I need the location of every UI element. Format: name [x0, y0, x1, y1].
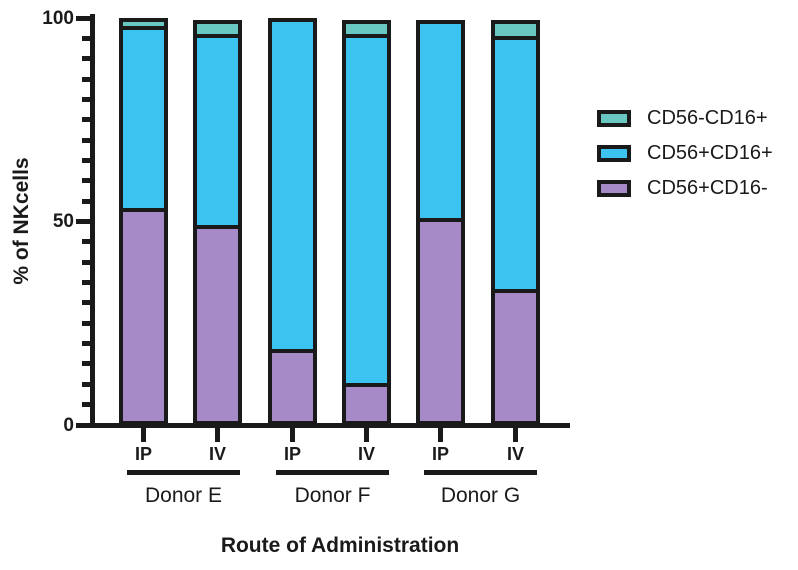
segment-cd56poscd16pos — [272, 22, 313, 354]
x-axis-title: Route of Administration — [220, 534, 460, 557]
category-label-donor-g-ip: IP — [431, 444, 449, 464]
group-underline-donor-g — [424, 470, 537, 475]
bar-donor-e-iv — [193, 20, 242, 425]
legend-label: CD56-CD16+ — [647, 107, 768, 129]
x-tick-5 — [513, 428, 518, 442]
category-label-donor-f-iv: IV — [357, 444, 375, 464]
group-underline-donor-e — [127, 470, 240, 475]
legend-label: CD56+CD16- — [647, 177, 768, 199]
legend-item-cd56poscd16pos: CD56+CD16+ — [597, 136, 773, 171]
y-major-tick-0 — [76, 422, 90, 428]
y-axis-line — [90, 14, 95, 428]
y-minor-tick-70 — [82, 137, 90, 143]
y-minor-tick-35 — [82, 280, 90, 286]
bar-donor-f-ip — [268, 18, 317, 425]
segment-cd56poscd16neg — [272, 353, 313, 421]
y-tick-label-0: 0 — [63, 414, 74, 436]
y-major-tick-100 — [76, 15, 90, 21]
y-minor-tick-65 — [82, 157, 90, 163]
y-minor-tick-30 — [82, 300, 90, 306]
segment-cd56poscd16neg — [123, 211, 164, 421]
segment-cd56negcd16pos — [495, 24, 536, 40]
bar-donor-g-iv — [491, 20, 540, 425]
group-underline-donor-f — [276, 470, 389, 475]
x-axis-line — [90, 423, 570, 428]
y-minor-tick-60 — [82, 178, 90, 184]
segment-cd56poscd16pos — [420, 24, 461, 222]
y-minor-tick-95 — [82, 35, 90, 41]
y-tick-label-50: 50 — [52, 211, 74, 232]
y-minor-tick-25 — [82, 320, 90, 326]
legend-item-cd56poscd16neg: CD56+CD16- — [597, 171, 773, 206]
group-label-donor-f: Donor F — [294, 484, 371, 507]
group-label-donor-e: Donor E — [144, 484, 223, 507]
legend-swatch-icon — [597, 180, 631, 197]
category-label-donor-f-ip: IP — [283, 444, 301, 464]
y-minor-tick-20 — [82, 341, 90, 347]
segment-cd56poscd16neg — [197, 229, 238, 421]
y-minor-tick-15 — [82, 361, 90, 367]
legend: CD56-CD16+ CD56+CD16+ CD56+CD16- — [597, 101, 773, 206]
y-minor-tick-10 — [82, 381, 90, 387]
bar-donor-f-iv — [342, 20, 391, 425]
segment-cd56poscd16neg — [346, 387, 387, 421]
y-minor-tick-55 — [82, 198, 90, 204]
y-major-tick-50 — [76, 219, 90, 224]
y-minor-tick-85 — [82, 76, 90, 82]
category-label-donor-e-iv: IV — [208, 444, 226, 464]
y-minor-tick-90 — [82, 56, 90, 62]
legend-swatch-icon — [597, 110, 631, 127]
y-minor-tick-80 — [82, 96, 90, 102]
category-label-donor-e-ip: IP — [134, 444, 152, 464]
legend-item-cd56negcd16pos: CD56-CD16+ — [597, 101, 773, 136]
group-label-donor-g: Donor G — [440, 484, 521, 507]
x-tick-1 — [215, 428, 220, 442]
y-minor-tick-45 — [82, 239, 90, 245]
bar-donor-e-ip — [119, 18, 168, 425]
bar-donor-g-ip — [416, 20, 465, 425]
segment-cd56poscd16neg — [420, 221, 461, 421]
segment-cd56negcd16pos — [346, 24, 387, 38]
segment-cd56negcd16pos — [123, 22, 164, 30]
x-tick-4 — [438, 428, 443, 442]
x-tick-0 — [141, 428, 146, 442]
category-label-donor-g-iv: IV — [506, 444, 524, 464]
segment-cd56poscd16neg — [495, 293, 536, 421]
segment-cd56negcd16pos — [197, 24, 238, 38]
y-minor-tick-40 — [82, 259, 90, 265]
segment-cd56poscd16pos — [346, 38, 387, 388]
x-tick-2 — [290, 428, 295, 442]
y-minor-tick-75 — [82, 117, 90, 123]
segment-cd56poscd16pos — [197, 38, 238, 230]
segment-cd56poscd16pos — [495, 40, 536, 294]
y-minor-tick-5 — [82, 402, 90, 408]
x-tick-3 — [364, 428, 369, 442]
y-tick-label-100: 100 — [42, 7, 74, 29]
legend-swatch-icon — [597, 145, 631, 162]
segment-cd56poscd16pos — [123, 29, 164, 212]
legend-label: CD56+CD16+ — [647, 142, 773, 164]
